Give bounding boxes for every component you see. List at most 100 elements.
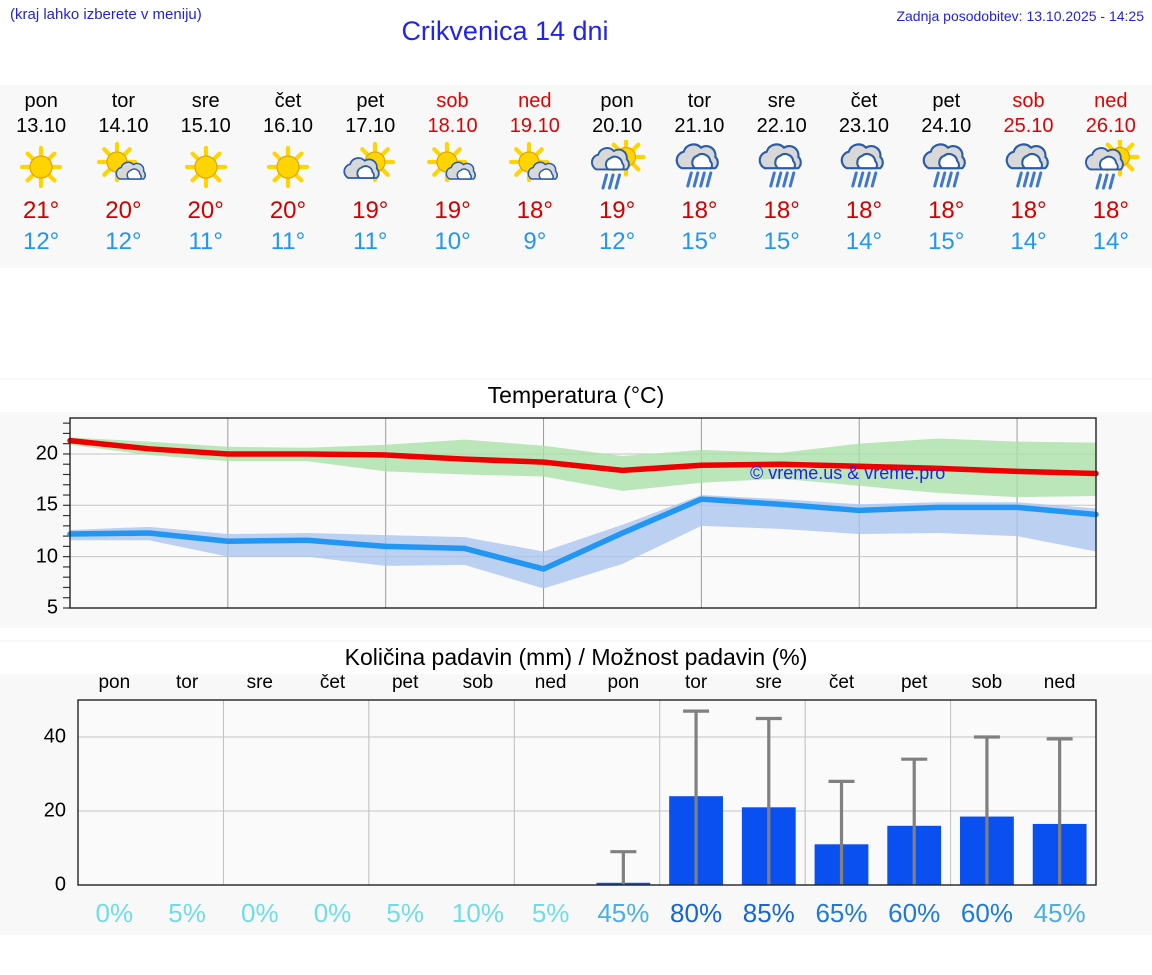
precipitation-probability-label: 65%	[815, 898, 868, 928]
max-temperature-value: 18°	[1010, 197, 1047, 224]
page-title: Crikvenica 14 dni	[401, 16, 609, 46]
min-temperature-value: 11°	[270, 228, 306, 255]
temperature-y-axis-label: 15	[35, 493, 58, 516]
max-temperature-value: 20°	[105, 197, 142, 224]
day-forecast-column[interactable]: pon 20.10 19° 12°	[576, 85, 658, 268]
rain-icon	[987, 139, 1069, 195]
precipitation-x-axis-day-label: pon	[607, 672, 640, 693]
sun-cloud-icon	[494, 139, 576, 195]
day-date-label: 13.10	[16, 115, 67, 137]
day-of-week-label: sre	[191, 90, 220, 112]
precipitation-probability-label: 60%	[960, 898, 1013, 928]
sun-cloud-icon	[82, 139, 164, 195]
precipitation-x-axis-day-label: ned	[534, 672, 567, 693]
day-forecast-column[interactable]: ned 26.10 18° 14°	[1070, 85, 1152, 268]
sun-cloud-icon	[411, 139, 493, 195]
precipitation-chart-title: Količina padavin (mm) / Možnost padavin …	[0, 642, 1152, 674]
precipitation-x-axis-day-label: tor	[175, 672, 199, 693]
max-temperature-value: 21°	[22, 197, 60, 224]
day-forecast-column[interactable]: pon 13.10 21° 12°	[0, 85, 82, 268]
precipitation-plot: 0 20 40 pon tor sre čet pet sob ned pon tor sre čet pe…	[0, 640, 1152, 935]
day-of-week-label: ned	[1094, 90, 1128, 112]
day-date-label: 19.10	[509, 115, 560, 137]
precipitation-probability-label: 5%	[531, 898, 570, 928]
rain-icon	[658, 139, 740, 195]
max-temperature-value: 18°	[681, 197, 718, 224]
day-forecast-column[interactable]: tor 14.10 20° 12°	[82, 85, 164, 268]
day-forecast-column[interactable]: čet 16.10 20° 11°	[247, 85, 329, 268]
sun-rain-icon	[576, 139, 658, 195]
precipitation-probability-label: 5%	[386, 898, 424, 928]
min-temperature-value: 9°	[523, 228, 547, 255]
max-temperature-value: 20°	[187, 197, 224, 224]
temperature-chart-title: Temperatura (°C)	[0, 380, 1152, 412]
max-temperature-value: 18°	[1092, 197, 1129, 224]
precipitation-probability-label: 60%	[888, 898, 941, 928]
day-of-week-label: sob	[436, 90, 469, 112]
sun-icon	[0, 139, 82, 195]
min-temperature-value: 14°	[1092, 228, 1129, 255]
temperature-y-axis-label: 10	[35, 545, 58, 568]
last-updated-text: Zadnja posodobitev: 13.10.2025 - 14:25	[896, 8, 1144, 24]
precipitation-x-axis-day-label: sob	[462, 672, 494, 693]
min-temperature-value: 10°	[434, 228, 471, 255]
min-temperature-value: 14°	[1010, 228, 1047, 255]
rain-icon	[905, 139, 987, 195]
day-forecast-column[interactable]: pet 24.10 18° 15°	[905, 85, 987, 268]
day-of-week-label: pet	[356, 90, 385, 112]
max-temperature-value: 18°	[928, 197, 965, 224]
min-temperature-value: 12°	[105, 228, 142, 255]
day-forecast-column[interactable]: pet 17.10 19° 11°	[329, 85, 411, 268]
precipitation-probability-label: 45%	[597, 898, 650, 928]
precipitation-x-axis-day-label: sob	[971, 672, 1003, 693]
precipitation-x-axis-day-label: sre	[755, 672, 782, 693]
day-of-week-label: tor	[687, 90, 712, 112]
max-temperature-value: 18°	[845, 197, 883, 224]
precipitation-chart-panel: Količina padavin (mm) / Možnost padavin …	[0, 640, 1152, 935]
precipitation-x-axis-day-label: sre	[246, 672, 273, 693]
day-date-label: 23.10	[838, 115, 889, 137]
day-date-label: 21.10	[674, 115, 725, 137]
day-of-week-label: pon	[24, 90, 58, 112]
day-of-week-label: čet	[274, 90, 302, 112]
max-temperature-value: 20°	[269, 197, 307, 224]
day-date-label: 16.10	[262, 115, 314, 137]
precipitation-x-axis-day-label: čet	[828, 672, 855, 693]
day-forecast-column[interactable]: ned 19.10 18° 9°	[494, 85, 576, 268]
day-forecast-column[interactable]: sre 22.10 18° 15°	[741, 85, 823, 268]
day-date-label: 15.10	[180, 115, 231, 137]
temperature-chart-panel: Temperatura (°C) 5 10 15 20 © vreme.us & vre…	[0, 378, 1152, 628]
min-temperature-value: 12°	[22, 228, 60, 255]
sun-icon	[247, 139, 329, 195]
day-forecast-column[interactable]: sre 15.10 20° 11°	[165, 85, 247, 268]
precipitation-probability-label: 85%	[742, 898, 795, 928]
min-temperature-value: 11°	[188, 228, 223, 255]
day-of-week-label: ned	[518, 90, 552, 112]
precipitation-probability-label: 10%	[451, 898, 504, 928]
precipitation-x-axis-day-label: čet	[319, 672, 346, 693]
menu-hint-text: (kraj lahko izberete v meniju)	[10, 6, 202, 23]
precipitation-x-axis-day-label: pet	[900, 672, 928, 693]
max-temperature-value: 18°	[516, 197, 553, 224]
precipitation-x-axis-day-label: pon	[98, 672, 131, 693]
max-temperature-value: 18°	[763, 197, 800, 224]
day-forecast-column[interactable]: čet 23.10 18° 14°	[823, 85, 905, 268]
precipitation-y-axis-label: 20	[43, 799, 66, 822]
precipitation-x-axis-day-label: pet	[391, 672, 419, 693]
precipitation-y-axis-label: 0	[54, 873, 66, 896]
sun-icon	[165, 139, 247, 195]
watermark-text: © vreme.us & vreme.pro	[750, 463, 946, 483]
day-date-label: 24.10	[921, 115, 972, 137]
day-forecast-column[interactable]: sob 25.10 18° 14°	[987, 85, 1069, 268]
day-forecast-column[interactable]: sob 18.10 19° 10°	[411, 85, 493, 268]
rain-icon	[823, 139, 905, 195]
day-forecast-column[interactable]: tor 21.10 18° 15°	[658, 85, 740, 268]
precipitation-x-axis-day-label: tor	[684, 672, 708, 693]
day-of-week-label: sob	[1012, 90, 1045, 112]
min-temperature-value: 15°	[928, 228, 965, 255]
day-of-week-label: sre	[767, 90, 796, 112]
cloud-sun-icon	[329, 139, 411, 195]
temperature-y-axis-label: 20	[35, 442, 58, 465]
precipitation-probability-label: 0%	[313, 898, 352, 928]
